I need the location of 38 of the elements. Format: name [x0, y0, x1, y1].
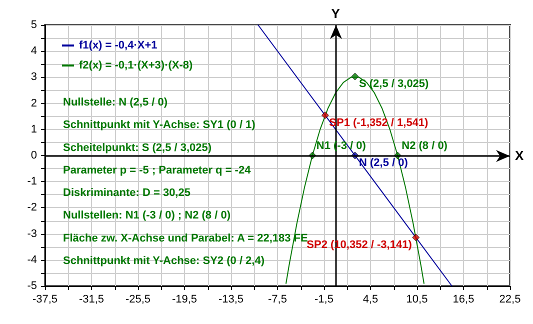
x-tick-label: -25,5 — [125, 294, 151, 306]
ref-line-label: X — [515, 148, 524, 163]
x-tick-label: -1,5 — [314, 294, 334, 306]
y-tick-label: -2 — [27, 202, 37, 214]
y-tick-label: 1 — [30, 123, 37, 136]
annotation: Nullstelle: N (2,5 / 0) — [63, 96, 168, 108]
y-tick-label: 0 — [30, 150, 37, 162]
annotation: N2 (8 / 0) — [402, 140, 448, 152]
point — [321, 112, 329, 120]
x-tick-label: 22,5 — [499, 294, 521, 306]
point — [351, 72, 359, 80]
y-tick-label: 3 — [30, 71, 37, 84]
annotation: Schnittpunkt mit Y-Achse: SY2 (0 / 2,4) — [63, 254, 265, 267]
x-tick-label: -19,5 — [172, 294, 198, 306]
x-tick-label: -31,5 — [78, 294, 104, 306]
x-tick-label: 16,5 — [452, 294, 474, 306]
legend-label: f2(x) = -0,1·(X+3)·(X-8) — [79, 60, 194, 72]
y-tick-label: -1 — [27, 176, 37, 188]
y-tick-label: 2 — [30, 97, 37, 110]
ref-line-label: Y — [331, 6, 340, 21]
point — [412, 234, 420, 242]
legend-label: f1(x) = -0,4·X+1 — [79, 40, 158, 52]
y-tick-label: -3 — [27, 228, 37, 240]
annotation: Schnittpunkt mit Y-Achse: SY1 (0 / 1) — [63, 119, 256, 132]
x-tick-label: -37,5 — [32, 294, 58, 306]
y-tick-label: 5 — [30, 19, 37, 31]
x-tick-label: 4,5 — [362, 294, 378, 306]
annotation: Diskriminante: D = 30,25 — [63, 187, 190, 199]
annotation: Scheitelpunkt: S (2,5 / 3,025) — [63, 142, 212, 154]
annotation: Nullstellen: N1 (-3 / 0) ; N2 (8 / 0) — [63, 210, 231, 222]
y-tick-label: -4 — [27, 254, 37, 266]
annotation: Fläche zw. X-Achse und Parabel: A = 22,183 FE — [63, 232, 308, 244]
x-tick-label: -7,5 — [268, 294, 287, 306]
annotation: Parameter p = -5 ; Parameter q = -24 — [63, 164, 252, 176]
y-tick-label: 4 — [30, 45, 37, 58]
x-tick-label: 10,5 — [406, 294, 428, 306]
x-tick-label: -13,5 — [218, 294, 244, 306]
y-tick-label: -5 — [27, 280, 37, 292]
